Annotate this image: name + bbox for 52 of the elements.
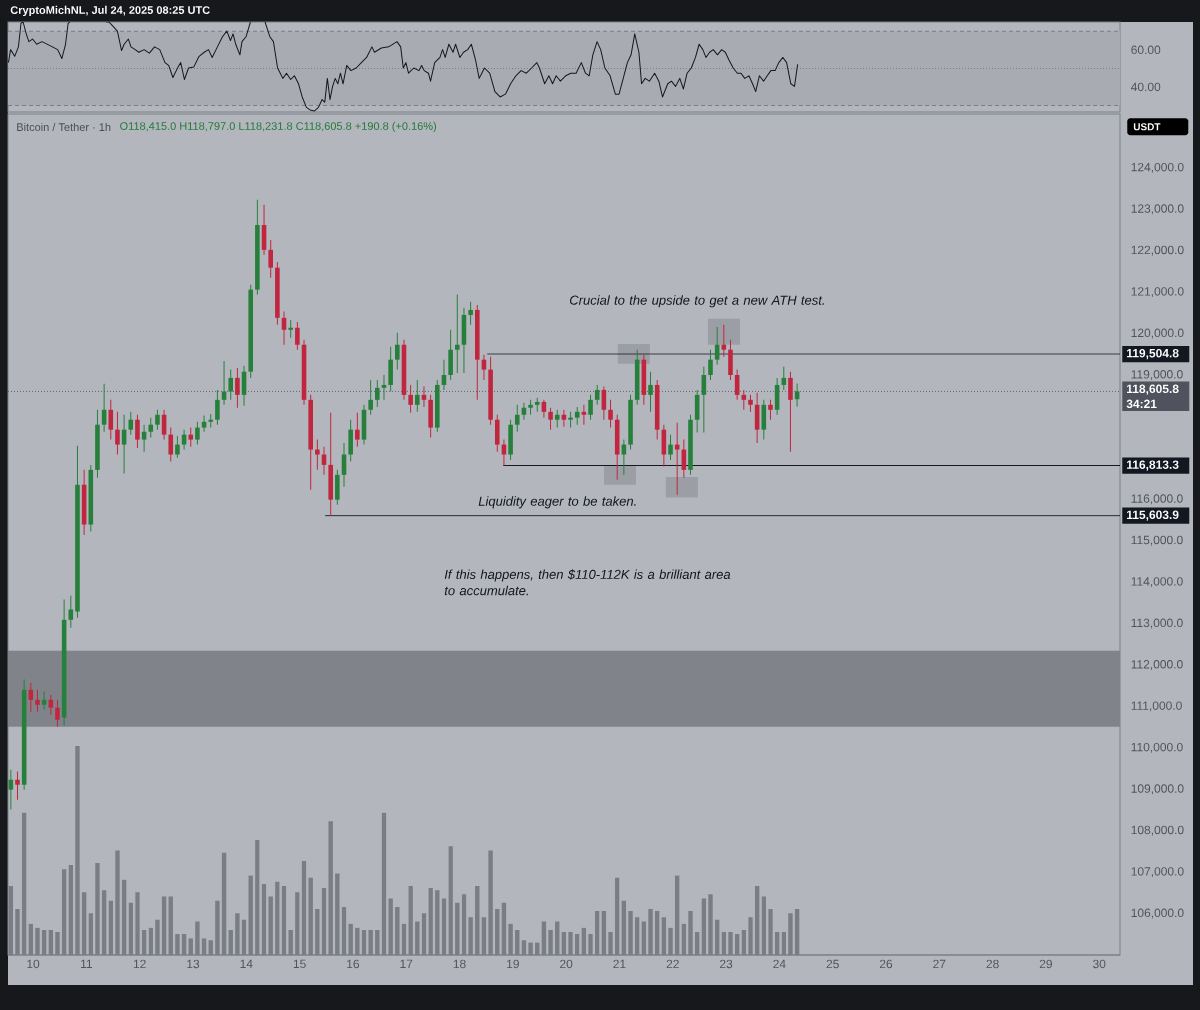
y-tick-label: 40.00 bbox=[1130, 82, 1161, 92]
x-tick-label: 24 bbox=[773, 959, 786, 969]
y-tick-label: 124,000.0 bbox=[1131, 162, 1184, 173]
ref-line-label: 118,605.8 bbox=[1127, 384, 1179, 395]
x-tick-label: 10 bbox=[27, 959, 40, 969]
x-tick-label: 17 bbox=[400, 959, 413, 968]
x-tick-label: 12 bbox=[133, 959, 146, 969]
x-tick-label: 25 bbox=[826, 959, 839, 969]
x-tick-label: 22 bbox=[666, 959, 679, 969]
y-tick-label: 110,000.0 bbox=[1131, 742, 1183, 753]
y-tick-label: 109,000.0 bbox=[1131, 784, 1184, 795]
annotation: Crucial to the upside to get a new ATH test. bbox=[569, 295, 824, 308]
text: O118,415.0 H118,797.0 L118,231.8 C118,605.8 +190.8 (+0.16%) bbox=[120, 121, 437, 133]
y-tick-label: 114,000.0 bbox=[1131, 577, 1183, 588]
annotation: If this happens, then $110-112K is a brilliant area to accumulate. bbox=[444, 569, 731, 596]
text: Bitcoin / Tether · 1h bbox=[17, 122, 111, 132]
x-tick-label: 30 bbox=[1093, 959, 1106, 969]
text: CryptoMichNL, Jul 24, 2025 08:25 UTC bbox=[10, 5, 210, 17]
x-tick-label: 13 bbox=[187, 959, 200, 969]
x-tick-label: 11 bbox=[81, 959, 93, 968]
x-tick-label: 14 bbox=[240, 959, 253, 968]
x-tick-label: 19 bbox=[507, 959, 519, 969]
y-tick-label: 60.00 bbox=[1131, 45, 1161, 55]
x-tick-label: 23 bbox=[719, 959, 733, 969]
y-tick-label: 119,000.0 bbox=[1131, 370, 1183, 380]
series-label: 115,603.9 bbox=[1127, 510, 1179, 521]
y-tick-label: 115,000.0 bbox=[1131, 535, 1183, 546]
x-tick-label: 27 bbox=[933, 959, 946, 969]
y-tick-label: 120,000.0 bbox=[1131, 328, 1184, 339]
x-tick-label: 29 bbox=[1039, 959, 1053, 969]
y-tick-label: 108,000.0 bbox=[1131, 825, 1184, 836]
y-axis-title: USDT bbox=[1133, 123, 1161, 131]
x-tick-label: 15 bbox=[293, 959, 306, 969]
x-tick-label: 26 bbox=[879, 959, 893, 969]
x-tick-label: 16 bbox=[347, 959, 360, 969]
y-tick-label: 122,000.0 bbox=[1131, 245, 1184, 256]
y-tick-label: 116,000.0 bbox=[1131, 494, 1183, 505]
y-tick-label: 111,000.0 bbox=[1131, 701, 1182, 712]
text: 34:21 bbox=[1126, 399, 1157, 409]
y-tick-label: 107,000.0 bbox=[1131, 867, 1184, 878]
y-tick-label: 123,000.0 bbox=[1131, 204, 1184, 215]
x-tick-label: 21 bbox=[613, 959, 626, 969]
series-label: 116,813.3 bbox=[1127, 460, 1179, 471]
annotation: Liquidity eager to be taken. bbox=[478, 496, 636, 509]
x-tick-label: 20 bbox=[560, 959, 573, 969]
y-tick-label: 112,000.0 bbox=[1131, 660, 1183, 670]
series-label: 119,504.8 bbox=[1127, 348, 1179, 360]
y-tick-label: 106,000.0 bbox=[1131, 908, 1184, 919]
y-tick-label: 113,000.0 bbox=[1131, 618, 1183, 629]
x-tick-label: 18 bbox=[453, 959, 466, 969]
y-tick-label: 121,000.0 bbox=[1131, 287, 1184, 298]
x-tick-label: 28 bbox=[986, 959, 999, 969]
